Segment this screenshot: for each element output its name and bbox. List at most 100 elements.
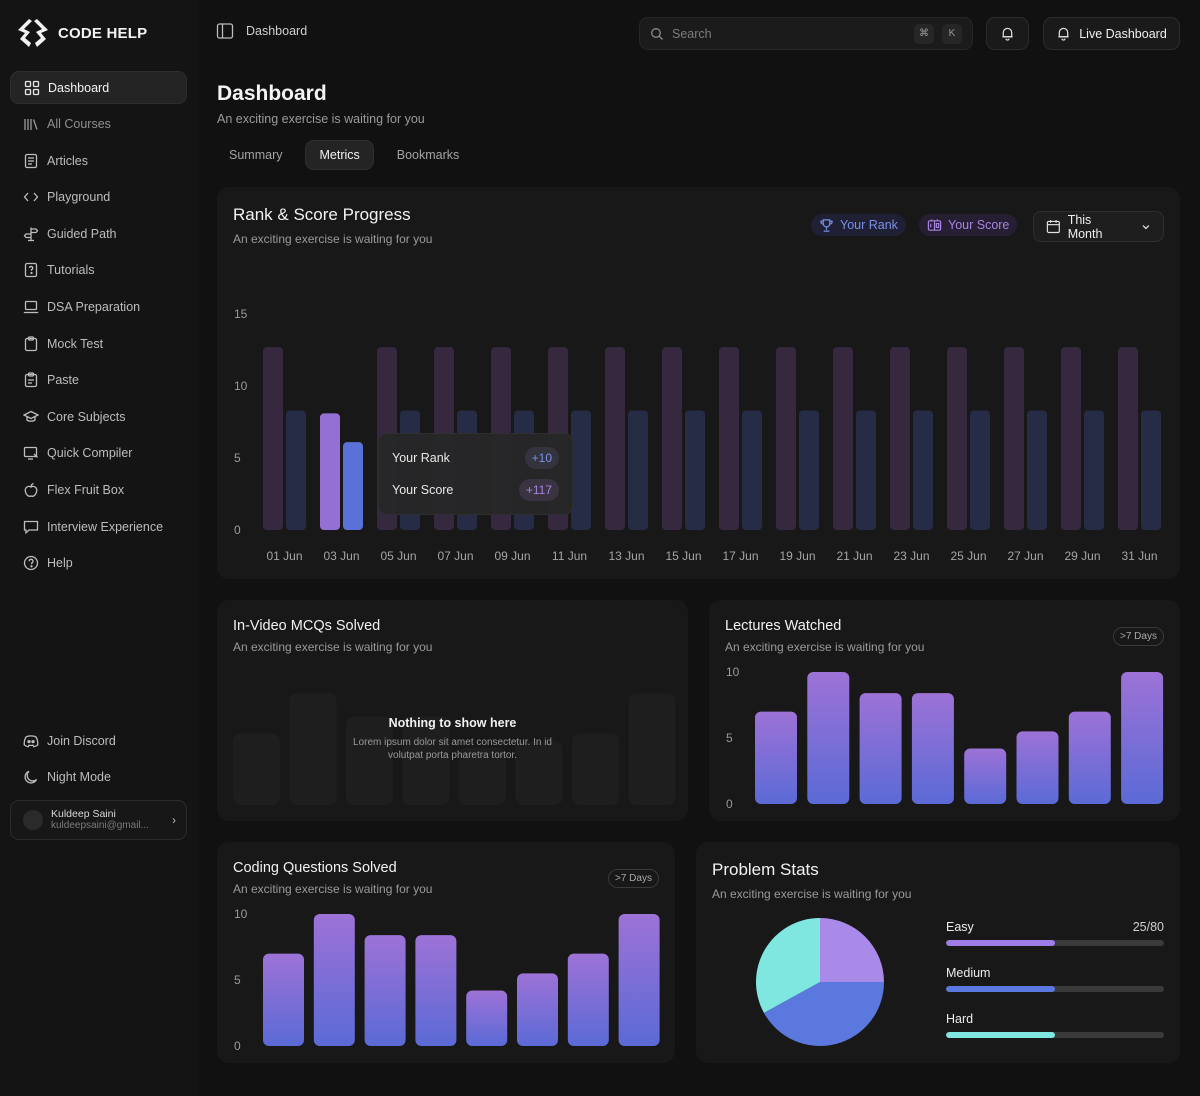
sidebar-item-flex-fruit-box[interactable]: Flex Fruit Box: [10, 474, 187, 507]
chart-bar[interactable]: [567, 953, 609, 1046]
chart-bar[interactable]: [517, 973, 558, 1046]
pie-slice-medium[interactable]: [763, 982, 884, 1046]
search-bar[interactable]: ⌘ K: [639, 17, 973, 50]
bar-your-rank[interactable]: [1061, 347, 1081, 530]
sidebar-item-dashboard[interactable]: Dashboard: [10, 71, 187, 104]
period-select[interactable]: This Month: [1033, 211, 1164, 242]
chart-bar[interactable]: [1068, 711, 1111, 804]
signpost-icon: [23, 227, 39, 242]
sidebar-item-help[interactable]: Help: [10, 547, 187, 580]
sidebar-item-mock-test[interactable]: Mock Test: [10, 327, 187, 360]
scoreboard-icon: [927, 218, 942, 231]
stat-progress-fill: [946, 1032, 1055, 1038]
lectures-card: Lectures Watched An exciting exercise is…: [709, 600, 1180, 821]
search-input[interactable]: [672, 26, 906, 41]
chart-bar[interactable]: [964, 748, 1007, 804]
placeholder-bar: [289, 693, 337, 805]
bar-your-score[interactable]: [1027, 410, 1047, 530]
bar-your-score[interactable]: [1084, 410, 1104, 530]
y-tick-label: 5: [234, 973, 241, 987]
bar-your-rank[interactable]: [662, 347, 682, 530]
legend-your-score[interactable]: Your Score: [919, 214, 1018, 236]
chart-bar[interactable]: [466, 990, 508, 1046]
coding-card: Coding Questions Solved An exciting exer…: [217, 842, 675, 1063]
bar-your-score[interactable]: [1141, 410, 1161, 530]
chart-bar[interactable]: [263, 953, 304, 1046]
bar-your-rank[interactable]: [263, 347, 283, 530]
bar-your-rank[interactable]: [1118, 347, 1138, 530]
x-tick-label: 27 Jun: [1007, 549, 1043, 563]
sidebar-item-playground[interactable]: Playground: [10, 181, 187, 214]
bar-your-rank[interactable]: [776, 347, 796, 530]
chart-bar[interactable]: [1121, 672, 1164, 804]
bar-your-rank[interactable]: [1004, 347, 1024, 530]
calendar-icon: [1046, 220, 1060, 234]
bar-your-score[interactable]: [799, 410, 819, 530]
tooltip-score-label: Your Score: [392, 483, 454, 497]
bar-your-rank[interactable]: [719, 347, 739, 530]
courses-icon: [24, 119, 38, 131]
sidebar-item-all-courses[interactable]: All Courses: [10, 108, 187, 141]
notifications-button[interactable]: [986, 17, 1029, 50]
sidebar-item-join-discord[interactable]: Join Discord: [10, 724, 187, 757]
bar-your-rank[interactable]: [947, 347, 967, 530]
brand-logo[interactable]: CODE HELP: [16, 17, 147, 49]
chart-bar[interactable]: [1016, 731, 1059, 804]
chart-bar[interactable]: [364, 935, 406, 1046]
chart-bar[interactable]: [415, 935, 457, 1046]
chart-bar[interactable]: [859, 693, 902, 804]
sidebar-toggle-icon[interactable]: [216, 22, 234, 40]
sidebar-item-paste[interactable]: Paste: [10, 364, 187, 397]
y-tick-label: 0: [234, 523, 241, 537]
bar-your-rank[interactable]: [890, 347, 910, 530]
chart-bar[interactable]: [911, 693, 954, 804]
bar-your-score[interactable]: [685, 410, 705, 530]
x-tick-label: 29 Jun: [1064, 549, 1100, 563]
bar-your-score[interactable]: [742, 410, 762, 530]
tab-summary[interactable]: Summary: [229, 148, 283, 162]
chart-bar[interactable]: [313, 914, 355, 1046]
sidebar-item-night-mode[interactable]: Night Mode: [10, 761, 187, 794]
bar-your-rank[interactable]: [320, 413, 340, 530]
chart-bar[interactable]: [618, 914, 660, 1046]
sidebar-item-tutorials[interactable]: Tutorials: [10, 254, 187, 287]
sidebar-item-label: Dashboard: [48, 80, 110, 95]
sidebar-item-guided-path[interactable]: Guided Path: [10, 217, 187, 250]
x-tick-label: 09 Jun: [494, 549, 530, 563]
bar-your-score[interactable]: [343, 442, 363, 530]
pie-slice-hard[interactable]: [756, 918, 820, 1013]
bar-your-score[interactable]: [856, 410, 876, 530]
sidebar-item-dsa-preparation[interactable]: DSA Preparation: [10, 291, 187, 324]
x-tick-label: 05 Jun: [380, 549, 416, 563]
legend-your-rank[interactable]: Your Rank: [811, 214, 906, 236]
period-badge[interactable]: >7 Days: [1113, 627, 1164, 646]
bar-your-score[interactable]: [913, 410, 933, 530]
user-profile-card[interactable]: Kuldeep Saini kuldeepsaini@gmail... ›: [10, 799, 187, 840]
compiler-icon: [23, 447, 38, 461]
tab-bookmarks[interactable]: Bookmarks: [396, 148, 460, 162]
x-tick-label: 25 Jun: [950, 549, 986, 563]
card-subtitle: An exciting exercise is waiting for you: [233, 232, 433, 246]
sidebar: CODE HELP Dashboard All Courses Articles…: [0, 0, 198, 1096]
period-badge[interactable]: >7 Days: [608, 869, 659, 888]
tab-metrics[interactable]: Metrics: [305, 140, 374, 170]
bar-your-rank[interactable]: [605, 347, 625, 530]
tabs: Summary Metrics Bookmarks: [216, 140, 472, 170]
x-tick-label: 21 Jun: [836, 549, 872, 563]
bar-your-rank[interactable]: [833, 347, 853, 530]
sidebar-item-core-subjects[interactable]: Core Subjects: [10, 400, 187, 433]
sidebar-item-articles[interactable]: Articles: [10, 144, 187, 177]
sidebar-item-quick-compiler[interactable]: Quick Compiler: [10, 437, 187, 470]
y-tick-label: 0: [726, 797, 733, 811]
live-dashboard-button[interactable]: Live Dashboard: [1043, 17, 1180, 50]
chart-bar[interactable]: [755, 711, 797, 804]
pie-slice-easy[interactable]: [820, 918, 884, 982]
chart-bar[interactable]: [807, 672, 850, 804]
chat-icon: [23, 520, 39, 534]
sidebar-item-label: Paste: [47, 373, 79, 388]
bar-your-score[interactable]: [970, 410, 990, 530]
bar-your-score[interactable]: [571, 410, 591, 530]
bar-your-score[interactable]: [286, 410, 306, 530]
bar-your-score[interactable]: [628, 410, 648, 530]
sidebar-item-interview-experience[interactable]: Interview Experience: [10, 510, 187, 543]
